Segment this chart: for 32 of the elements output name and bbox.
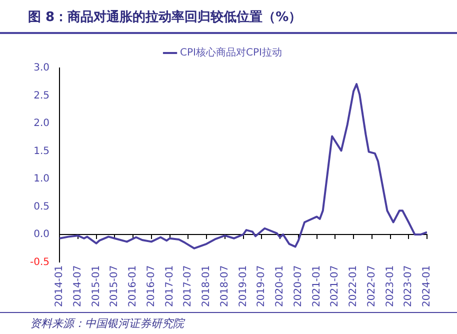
x-tick-label: 2018-07	[219, 265, 230, 308]
x-tick-label: 2019-07	[256, 265, 268, 308]
x-tick-label: 2017-07	[182, 265, 194, 308]
x-tick-label: 2023-07	[403, 265, 414, 308]
x-tick-label: 2015-07	[109, 265, 120, 308]
y-tick-label: 0.5	[34, 201, 50, 212]
x-tick-label: 2020-01	[274, 265, 286, 308]
x-tick-label: 2023-01	[384, 265, 396, 308]
x-tick-label: 2021-01	[311, 265, 322, 308]
y-tick-label: 0.0	[34, 229, 50, 240]
text: 资料来源：中国银河证券研究院	[30, 316, 184, 331]
legend-label: CPI核心商品对CPI拉动	[180, 46, 282, 59]
y-tick-label: 2.0	[34, 118, 50, 130]
y-tick-label: -0.5	[30, 256, 50, 268]
x-tick-label: 2016-01	[128, 265, 139, 308]
x-tick-label: 2021-07	[330, 265, 341, 308]
y-tick-label: 1.0	[34, 174, 50, 185]
y-tick-label: 1.5	[34, 146, 50, 157]
y-tick-label: 2.5	[34, 90, 50, 102]
x-tick-label: 2024-01	[422, 265, 433, 308]
y-tick-label: 3.0	[34, 62, 50, 74]
x-tick-label: 2019-01	[238, 265, 249, 308]
x-tick-label: 2017-01	[164, 265, 176, 308]
x-tick-label: 2022-07	[366, 265, 378, 308]
x-tick-label: 2020-07	[292, 265, 304, 308]
x-tick-label: 2018-01	[201, 265, 212, 308]
x-tick-label: 2014-01	[54, 265, 66, 308]
x-tick-label: 2016-07	[146, 265, 157, 308]
x-tick-label: 2015-01	[90, 265, 102, 308]
chart-title: 图 8：商品对通胀的拉动率回归较低位置（%）	[28, 8, 302, 26]
x-tick-label: 2014-07	[72, 265, 84, 308]
x-tick-label: 2022-01	[348, 265, 360, 308]
